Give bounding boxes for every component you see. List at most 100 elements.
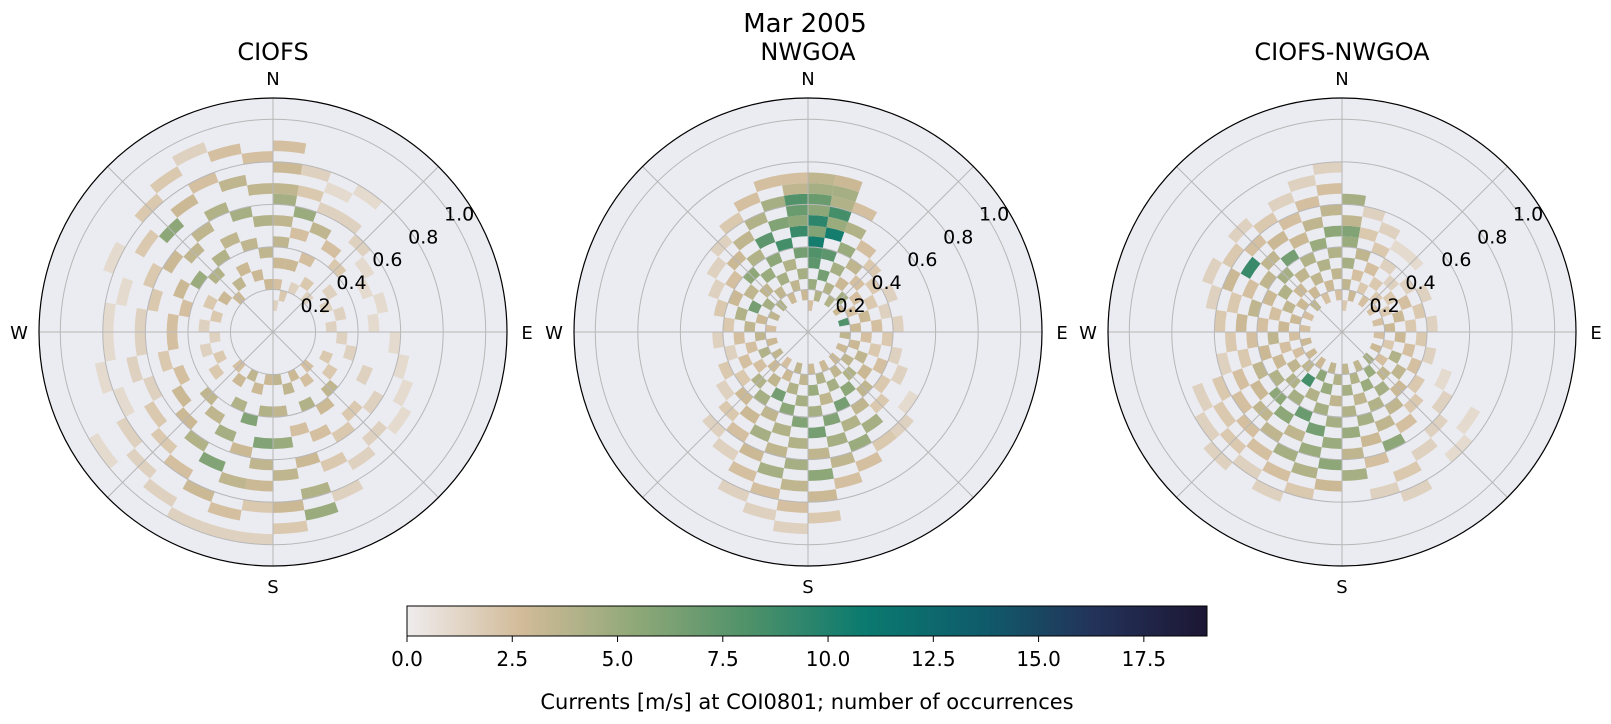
radial-tick-label: 0.2 [1370,295,1400,317]
polar-panel: 0.20.4 0.6 0.8 1.0 N E S W NWGOA [545,38,1068,598]
histogram-cell [776,272,790,286]
histogram-cell [1272,442,1299,462]
histogram-cell [857,310,871,323]
histogram-cell [103,241,126,274]
histogram-cell [1280,249,1300,267]
histogram-cell [355,278,373,300]
histogram-cell [752,358,768,374]
histogram-cell [1291,461,1318,479]
histogram-cell [1434,368,1452,391]
histogram-cell [182,479,215,502]
histogram-cell [1252,361,1269,380]
histogram-cell [749,424,772,442]
histogram-cell [102,332,116,362]
histogram-cell [1373,380,1390,397]
histogram-cell [1342,426,1361,439]
histogram-cell [744,320,756,332]
histogram-cell [1192,382,1214,412]
histogram-cell [1309,237,1328,253]
direction-label: E [1056,323,1067,344]
histogram-cell [872,357,888,375]
histogram-cell [826,431,849,448]
angular-gridline [1176,166,1343,333]
histogram-cell [754,232,776,250]
histogram-cell [354,256,375,279]
histogram-cell [1222,268,1241,292]
histogram-cell [316,202,343,222]
histogram-cell [718,361,735,380]
histogram-cell [1329,394,1342,407]
histogram-cell [1342,447,1365,460]
histogram-cell [768,310,781,322]
direction-label: S [1336,577,1347,598]
histogram-cell [765,252,783,268]
histogram-cell [1367,396,1385,412]
polar-spine [573,97,1043,567]
direction-label: E [521,323,532,344]
radial-tick-label: 0.6 [372,249,402,271]
histogram-cell [235,262,252,277]
histogram-cell [1288,332,1301,342]
histogram-cell [785,204,808,217]
radial-tick-label: 0.4 [871,272,901,294]
histogram-cell [1354,248,1372,263]
histogram-cell [1415,284,1432,303]
direction-label: W [545,323,563,344]
histogram-cell [203,294,218,311]
histogram-cell [173,278,191,300]
direction-label: E [1590,323,1601,344]
histogram-cell [1411,302,1426,320]
histogram-cell [863,294,878,311]
histogram-cell [1357,295,1370,308]
histogram-cell [738,353,753,370]
histogram-cell [336,212,362,235]
histogram-cell [208,363,225,380]
angular-gridline [1341,166,1508,333]
histogram-cell [765,324,777,332]
histogram-cell [839,380,856,397]
histogram-cell [1249,379,1269,401]
histogram-cell [1388,350,1402,364]
histogram-cell [217,290,233,306]
histogram-cell [1384,397,1404,415]
histogram-cell [1319,204,1342,217]
histogram-cell [1321,436,1342,449]
histogram-cell [1356,282,1369,296]
histogram-cell [282,381,295,395]
histogram-cell [1312,401,1330,416]
histogram-cell [1246,437,1273,461]
histogram-cell [732,230,755,251]
histogram-cell [1332,373,1342,386]
histogram-cell [1205,284,1223,310]
histogram-cell [315,397,335,415]
histogram-cell [252,436,273,449]
histogram-cell [1421,346,1437,365]
histogram-cell [273,499,305,513]
direction-label: N [801,69,814,90]
histogram-cell [287,282,300,296]
histogram-cell [1374,414,1396,432]
histogram-cell [1232,454,1263,480]
histogram-cell [1342,225,1361,238]
histogram-cell [767,216,790,233]
histogram-cell [1304,387,1321,402]
histogram-cell [352,184,383,210]
histogram-cell [1364,451,1390,469]
histogram-cell [198,451,226,472]
angular-gridline [642,331,809,498]
histogram-cell [766,337,779,347]
histogram-cell [760,195,786,213]
histogram-cell [263,373,273,386]
histogram-cell [1317,457,1342,471]
histogram-cell [845,258,863,275]
histogram-cell [1247,299,1263,318]
radial-tick-label: 1.0 [979,203,1009,225]
histogram-cell [1305,421,1326,437]
histogram-cell [820,248,838,263]
histogram-cell [273,300,279,312]
histogram-cell [715,379,735,401]
histogram-cell [746,249,766,267]
histogram-cell [134,332,148,357]
histogram-cell [367,313,380,332]
histogram-cell [309,222,332,240]
